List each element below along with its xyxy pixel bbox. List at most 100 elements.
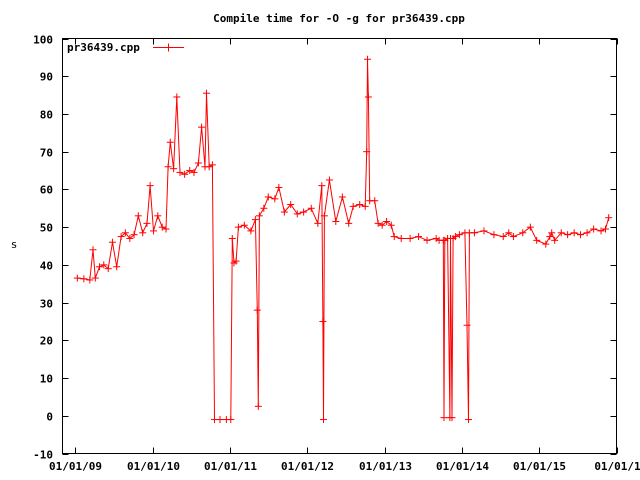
- chart-title: Compile time for -O -g for pr36439.cpp: [213, 12, 465, 25]
- data-point-marker: [164, 163, 172, 171]
- x-tick-label: 01/01/14: [436, 460, 489, 473]
- data-point-marker: [605, 214, 613, 222]
- data-point-marker: [349, 202, 357, 210]
- data-point-marker: [104, 265, 112, 273]
- data-point-marker: [415, 233, 423, 241]
- data-point-marker: [505, 229, 513, 237]
- data-point-marker: [406, 234, 414, 242]
- data-point-marker: [320, 416, 328, 424]
- y-tick-label: 0: [46, 411, 53, 424]
- data-point-marker: [216, 416, 224, 424]
- data-point-marker: [126, 234, 134, 242]
- data-point-marker: [601, 225, 609, 233]
- data-point-marker: [158, 223, 166, 231]
- data-point-marker: [490, 231, 498, 239]
- data-point-marker: [293, 210, 301, 218]
- y-tick-label: 20: [40, 335, 53, 348]
- data-point-marker: [307, 204, 315, 212]
- data-point-marker: [208, 161, 216, 169]
- data-point-marker: [314, 219, 322, 227]
- data-point-marker: [108, 238, 116, 246]
- data-point-marker: [234, 223, 242, 231]
- data-point-marker: [583, 229, 591, 237]
- data-point-marker: [117, 233, 125, 241]
- data-point-marker: [202, 89, 210, 97]
- data-point-marker: [150, 227, 158, 235]
- data-point-marker: [465, 416, 473, 424]
- data-point-marker: [86, 276, 94, 284]
- data-point-marker: [378, 221, 386, 229]
- data-point-marker: [390, 233, 398, 241]
- data-point-marker: [80, 275, 88, 283]
- series-line-0: [77, 59, 610, 420]
- data-point-marker: [173, 93, 181, 101]
- legend-label-pr36439: pr36439.cpp: [67, 41, 140, 54]
- data-point-marker: [364, 55, 372, 63]
- data-point-marker: [89, 246, 97, 254]
- data-point-marker: [325, 176, 333, 184]
- data-point-marker: [470, 229, 478, 237]
- data-point-marker: [247, 227, 255, 235]
- x-tick-label: 01/01/15: [513, 460, 566, 473]
- data-point-marker: [254, 402, 262, 410]
- data-point-marker: [597, 227, 605, 235]
- data-point-marker: [143, 219, 151, 227]
- data-point-marker: [320, 212, 328, 220]
- data-point-marker: [319, 317, 327, 325]
- data-point-marker: [287, 201, 295, 208]
- data-point-marker: [253, 306, 261, 314]
- x-tick-label: 01/01/11: [204, 460, 257, 473]
- data-point-marker: [240, 221, 248, 229]
- data-point-marker: [113, 263, 121, 271]
- data-point-marker: [271, 195, 279, 203]
- data-point-marker: [232, 257, 240, 265]
- data-point-marker: [361, 202, 369, 210]
- data-point-marker: [356, 201, 364, 208]
- data-point-marker: [190, 168, 198, 176]
- data-point-marker: [91, 274, 99, 282]
- data-point-marker: [170, 165, 178, 173]
- data-point-marker: [546, 233, 554, 241]
- x-tick-label: 01/01/09: [49, 460, 102, 473]
- data-point-marker: [100, 261, 108, 269]
- data-point-marker: [251, 216, 259, 224]
- data-point-marker: [480, 227, 488, 235]
- y-tick-label: 30: [40, 298, 53, 311]
- data-point-marker: [264, 193, 272, 201]
- data-point-marker: [519, 229, 527, 237]
- y-axis-label: s: [11, 238, 18, 251]
- legend-marker-plus: [164, 43, 173, 52]
- data-point-marker: [557, 229, 565, 237]
- data-point-marker: [363, 148, 371, 156]
- y-tick-label: 10: [40, 373, 53, 386]
- y-tick-label: 50: [40, 222, 53, 235]
- data-point-marker: [387, 221, 395, 229]
- data-point-marker: [423, 236, 431, 244]
- data-point-marker: [590, 225, 598, 233]
- x-tick-label: 01/01/12: [281, 460, 334, 473]
- data-point-marker: [455, 231, 463, 239]
- data-point-marker: [509, 233, 517, 241]
- data-point-marker: [318, 182, 326, 190]
- data-point-marker: [139, 229, 147, 237]
- data-point-marker: [228, 234, 236, 242]
- x-tick-label: 01/01/1: [594, 460, 640, 473]
- data-point-marker: [181, 170, 189, 178]
- data-point-marker: [121, 229, 129, 237]
- y-tick-label: 100: [33, 34, 53, 47]
- data-point-marker: [260, 204, 268, 212]
- x-tick-label: 01/01/13: [359, 460, 412, 473]
- data-point-marker: [332, 217, 340, 225]
- data-point-marker: [96, 263, 104, 271]
- data-point-marker: [451, 233, 459, 241]
- data-point-marker: [432, 234, 440, 242]
- data-point-marker: [526, 223, 534, 231]
- data-point-marker: [548, 229, 556, 237]
- data-point-marker: [533, 236, 541, 244]
- data-point-marker: [73, 274, 81, 282]
- data-point-marker: [275, 184, 283, 192]
- y-tick-label: 90: [40, 71, 53, 84]
- data-point-marker: [255, 212, 263, 220]
- data-point-marker: [134, 212, 142, 220]
- data-point-marker: [551, 236, 559, 244]
